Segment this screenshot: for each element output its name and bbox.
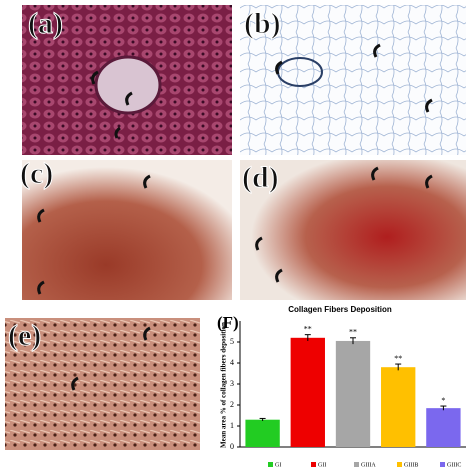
- legend-swatch: [311, 462, 316, 467]
- bar: [335, 340, 371, 447]
- significance-label: **: [394, 354, 402, 363]
- panel-label: (c): [20, 157, 53, 190]
- y-tick-label: 3: [230, 379, 234, 388]
- bar: [290, 337, 325, 447]
- legend-swatch: [268, 462, 273, 467]
- legend-label: GIIIA: [361, 462, 376, 468]
- bar: [426, 408, 461, 447]
- legend-label: GII: [318, 462, 326, 468]
- vessel: [94, 55, 162, 115]
- panel-label: (d): [242, 161, 279, 194]
- legend-label: GIIIC: [447, 462, 461, 468]
- legend-label: GIIIB: [404, 462, 418, 468]
- panel-label: (a): [28, 7, 63, 40]
- micrograph-e: [5, 318, 200, 450]
- legend-swatch: [440, 462, 445, 467]
- legend-swatch: [354, 462, 359, 467]
- chart-title: Collagen Fibers Deposition: [288, 305, 392, 314]
- y-tick-label: 5: [230, 337, 234, 346]
- y-tick-label: 4: [230, 358, 234, 367]
- panel-label: (F): [217, 313, 239, 332]
- significance-label: **: [349, 328, 357, 337]
- micrographs: (a) (b) (c) (d) (e): [5, 5, 466, 450]
- legend-swatch: [397, 462, 402, 467]
- y-tick-label: 2: [230, 400, 234, 409]
- y-tick-label: 0: [230, 442, 234, 451]
- y-axis-label: Mean area % of collagen fibers depositio…: [220, 322, 228, 448]
- panel-label: (e): [8, 319, 41, 352]
- significance-label: **: [304, 324, 312, 333]
- significance-label: *: [441, 396, 445, 405]
- legend-label: GI: [275, 462, 281, 468]
- y-tick-label: 1: [230, 421, 234, 430]
- bar: [245, 419, 280, 447]
- chart: (F) Collagen Fibers Deposition Mean area…: [217, 305, 466, 468]
- bar: [381, 367, 416, 447]
- arrows: [37, 43, 433, 391]
- micrograph-b: [240, 5, 466, 155]
- micrograph-c: [22, 160, 232, 300]
- panel-label: (b): [244, 7, 281, 40]
